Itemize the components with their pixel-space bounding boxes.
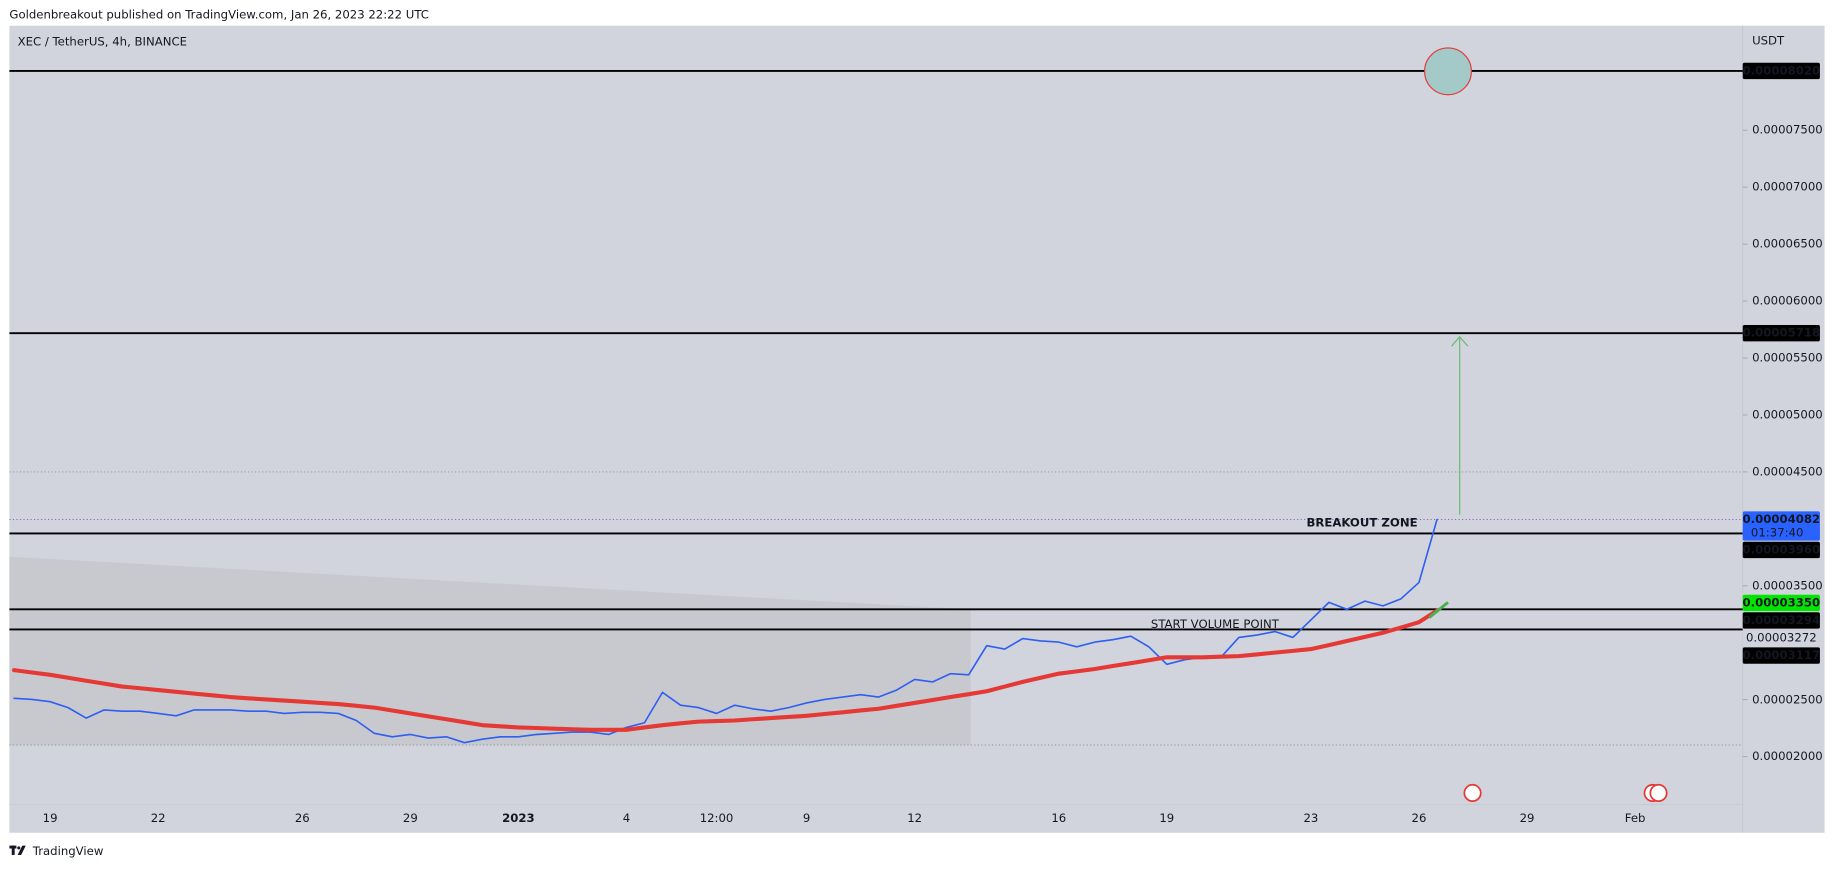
event-icon [1463, 783, 1668, 803]
x-tick-label: 9 [803, 811, 810, 825]
axis-unit: USDT [1752, 33, 1785, 47]
footer: TradingView [32, 844, 104, 858]
price-tag [1742, 541, 1820, 559]
x-tick-label: 12:00 [700, 811, 734, 825]
annotation: START VOLUME POINT [1151, 617, 1280, 631]
y-tick-label: 0.00003500 [1752, 578, 1823, 592]
x-tick-label: 16 [1051, 811, 1066, 825]
y-tick-label: 0.00005500 [1752, 351, 1823, 365]
y-tick-label: 0.00006500 [1752, 237, 1823, 251]
y-tick-label: 0.00006000 [1752, 294, 1823, 308]
x-tick-label: 22 [151, 811, 166, 825]
y-tick-label: 0.00002500 [1752, 692, 1823, 706]
plot: 0.00002000 0.00002500 0.00003500 0.00004500… [9, 62, 1823, 825]
x-tick-label: 19 [1159, 811, 1174, 825]
series-line [12, 608, 1440, 732]
price-tag [1742, 647, 1820, 664]
logo [9, 845, 26, 855]
annotation: BREAKOUT ZONE [1306, 515, 1417, 529]
x-tick-label: 29 [403, 811, 418, 825]
y-tick-label: 0.00005000 [1752, 407, 1823, 421]
arrow-head [1451, 335, 1469, 347]
x-tick-label: 4 [623, 811, 630, 825]
price-tag [1742, 511, 1820, 541]
price-tag-label: 0.00003294 [1743, 613, 1821, 627]
y-tick-label: 0.00002000 [1752, 749, 1823, 763]
price-tag [1742, 62, 1820, 80]
price-tag-label: 0.00003350 [1743, 595, 1821, 609]
price-tag-label: 0.00008020 [1743, 63, 1821, 77]
price-tag [1742, 629, 1820, 647]
x-tick-label: 2023 [502, 811, 535, 825]
x-tick-label: 26 [1412, 811, 1427, 825]
chart-title: XEC / TetherUS, 4h, BINANCE [18, 35, 187, 49]
price-tag [1742, 324, 1820, 342]
x-tick-label: 29 [1520, 811, 1535, 825]
target-circle [1424, 47, 1472, 96]
x-tick-label: 23 [1303, 811, 1318, 825]
y-tick-label: 0.00007000 [1752, 180, 1823, 194]
price-tag [1742, 594, 1820, 612]
x-tick-label: 12 [907, 811, 922, 825]
x-tick-label: Feb [1625, 811, 1646, 825]
price-tag-label: 0.00004082 [1743, 512, 1821, 526]
trend-line [1428, 601, 1449, 619]
price-tag-label: 0.00003272 [1746, 631, 1817, 645]
header: Goldenbreakout published on TradingView.… [9, 8, 429, 22]
price-tag [1742, 612, 1820, 629]
price-tag-label: 0.00003117 [1743, 648, 1821, 662]
x-tick-label: 26 [295, 811, 310, 825]
y-tick-label: 0.00007500 [1752, 123, 1823, 137]
price-tag-label: 0.00005718 [1743, 326, 1821, 340]
countdown: 01:37:40 [1751, 525, 1804, 539]
x-tick-label: 19 [43, 811, 58, 825]
price-tag-label: 0.00003960 [1743, 542, 1821, 556]
y-tick-label: 0.00004500 [1752, 464, 1823, 478]
